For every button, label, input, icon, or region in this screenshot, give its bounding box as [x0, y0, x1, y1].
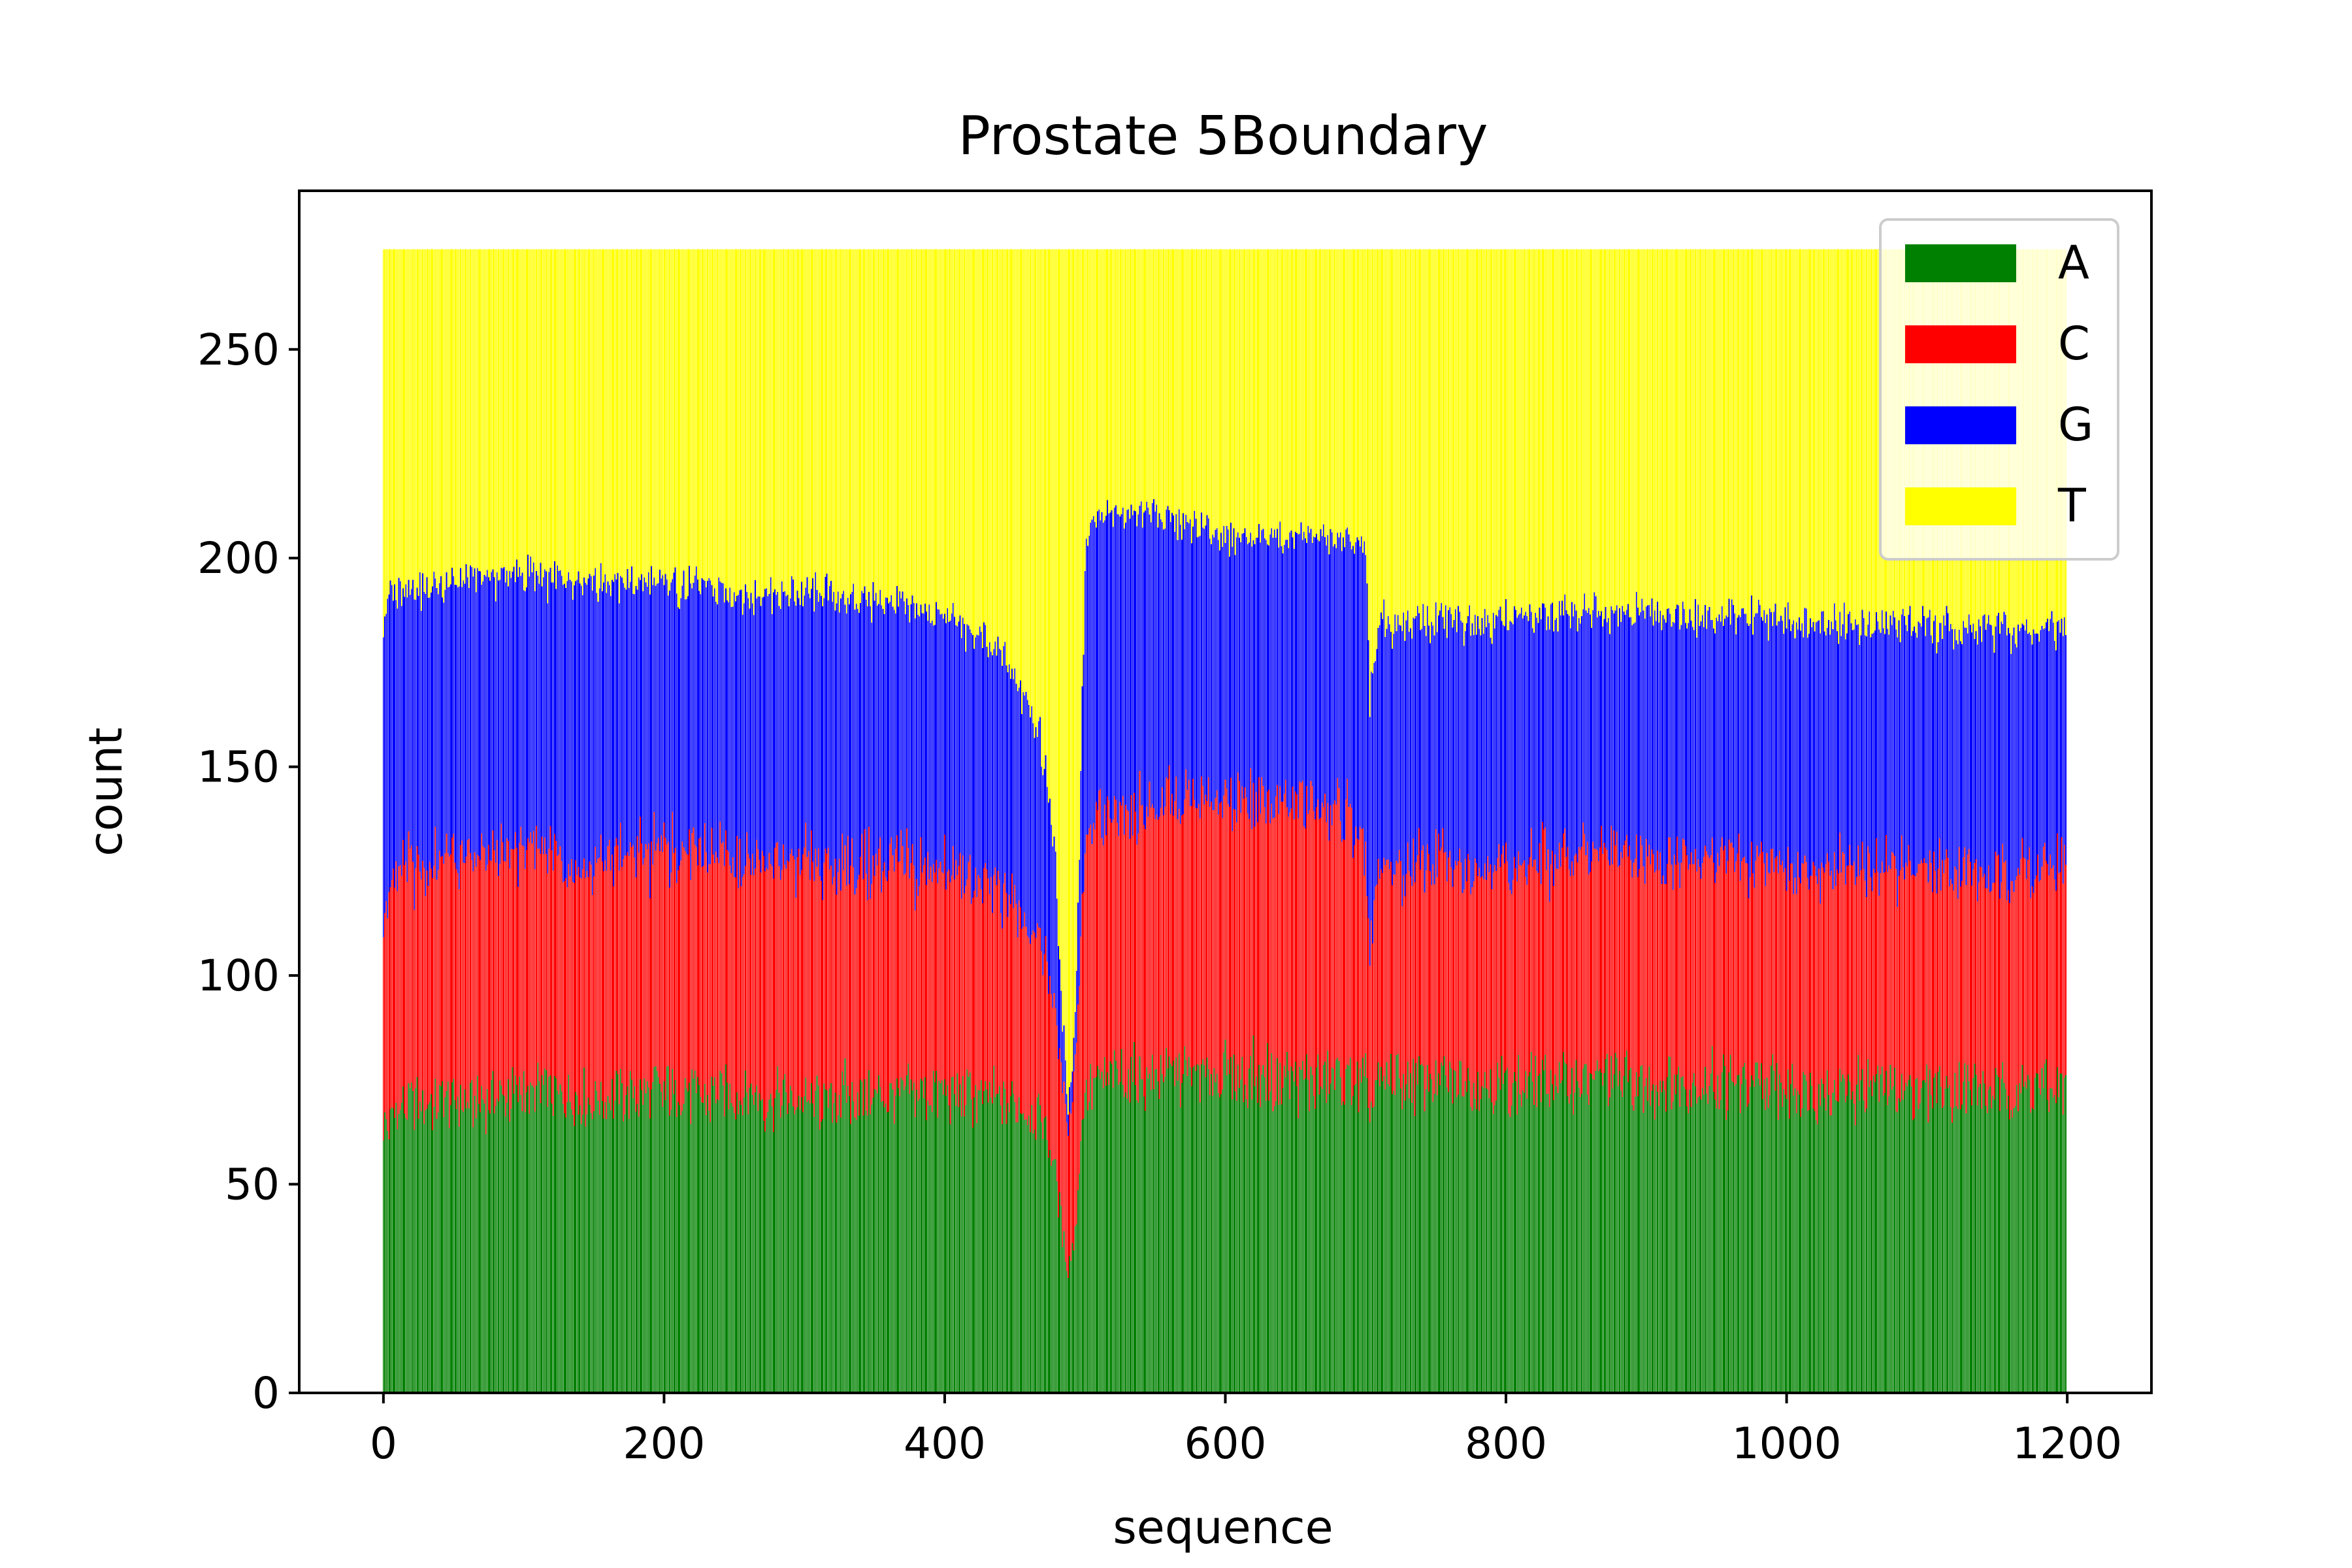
y-tick-label: 50: [225, 1160, 280, 1210]
legend-label-T: T: [2057, 479, 2086, 532]
legend-label-G: G: [2058, 398, 2093, 451]
legend-label-C: C: [2058, 317, 2090, 370]
x-tick-label: 800: [1465, 1418, 1547, 1469]
y-tick-label: 200: [197, 533, 280, 583]
chart-title: Prostate 5Boundary: [958, 105, 1488, 167]
legend-swatch-T: [1905, 487, 2016, 525]
x-tick-label: 600: [1184, 1418, 1267, 1469]
y-tick-label: 0: [252, 1368, 280, 1418]
x-axis-title: sequence: [1113, 1501, 1333, 1554]
x-tick-label: 1200: [2012, 1418, 2122, 1469]
legend-swatch-C: [1905, 325, 2016, 363]
y-tick-label: 100: [197, 951, 280, 1001]
legend-label-A: A: [2058, 236, 2089, 289]
x-axis: 0 200 400 600 800 1000 1200: [370, 1393, 2122, 1469]
legend-frame: [1879, 218, 2119, 561]
y-tick-label: 150: [197, 742, 280, 792]
y-tick-label: 250: [197, 325, 280, 375]
x-tick-label: 200: [623, 1418, 705, 1469]
legend-swatch-A: [1905, 244, 2016, 282]
legend-swatch-G: [1905, 406, 2016, 444]
x-tick-label: 1000: [1732, 1418, 1842, 1469]
y-axis: 0 50 100 150 200 250: [197, 325, 299, 1418]
x-tick-label: 0: [370, 1418, 397, 1469]
y-axis-title: count: [79, 727, 133, 857]
x-tick-label: 400: [904, 1418, 986, 1469]
